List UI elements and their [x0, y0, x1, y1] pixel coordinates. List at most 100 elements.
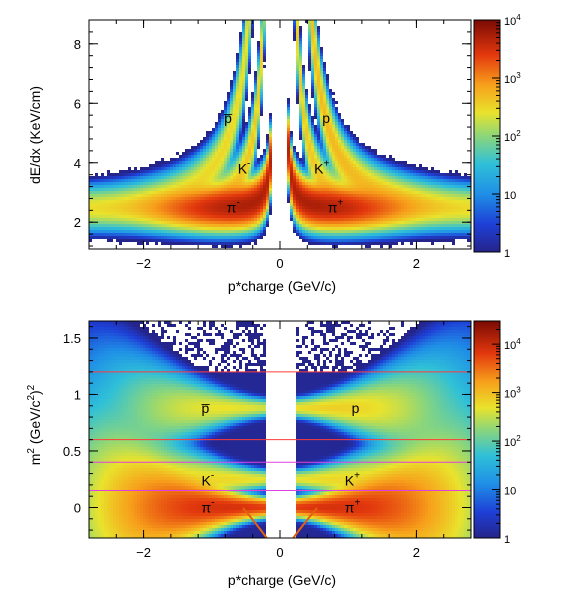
heatmap-cell: [323, 188, 326, 191]
heatmap-cell: [293, 161, 296, 164]
heatmap-cell: [362, 152, 365, 155]
heatmap-cell: [317, 227, 320, 230]
heatmap-cell: [242, 242, 245, 245]
heatmap-cell: [377, 203, 380, 206]
heatmap-cell: [257, 89, 260, 92]
heatmap-cell: [122, 227, 125, 230]
heatmap-cell: [254, 239, 257, 242]
heatmap-cell: [350, 197, 353, 200]
heatmap-cell: [332, 128, 335, 131]
heatmap-cell: [113, 197, 116, 200]
heatmap-cell: [344, 143, 347, 146]
heatmap-cell: [302, 230, 305, 233]
heatmap-cell: [239, 125, 242, 128]
heatmap-cell: [227, 158, 230, 161]
heatmap-cell: [332, 209, 335, 212]
heatmap-cell: [239, 236, 242, 239]
heatmap-cell: [116, 203, 119, 206]
heatmap-cell: [191, 215, 194, 218]
heatmap-cell: [254, 122, 257, 125]
heatmap-cell: [335, 194, 338, 197]
heatmap-cell: [119, 191, 122, 194]
heatmap-cell: [299, 47, 302, 50]
heatmap-cell: [257, 218, 260, 221]
heatmap-cell: [371, 158, 374, 161]
heatmap-cell: [167, 194, 170, 197]
heatmap-cell: [140, 188, 143, 191]
heatmap-cell: [440, 215, 443, 218]
heatmap-cell: [329, 233, 332, 236]
heatmap-cell: [161, 176, 164, 179]
heatmap-cell: [302, 176, 305, 179]
heatmap-cell: [215, 152, 218, 155]
heatmap-cell: [311, 92, 314, 95]
heatmap-cell: [317, 233, 320, 236]
heatmap-cell: [173, 188, 176, 191]
heatmap-cell: [266, 179, 269, 182]
heatmap-cell: [248, 167, 251, 170]
heatmap-cell: [263, 20, 266, 23]
heatmap-cell: [431, 194, 434, 197]
heatmap-cell: [314, 212, 317, 215]
heatmap-cell: [254, 194, 257, 197]
heatmap-cell: [380, 212, 383, 215]
heatmap-cell: [212, 179, 215, 182]
heatmap-cell: [242, 95, 245, 98]
heatmap-cell: [317, 53, 320, 56]
heatmap-cell: [404, 164, 407, 167]
heatmap-cell: [389, 212, 392, 215]
heatmap-cell: [224, 206, 227, 209]
heatmap-cell: [101, 459, 104, 462]
heatmap-cell: [245, 152, 248, 155]
heatmap-cell: [353, 194, 356, 197]
heatmap-cell: [107, 221, 110, 224]
heatmap-cell: [242, 164, 245, 167]
heatmap-cell: [158, 209, 161, 212]
heatmap-cell: [188, 215, 191, 218]
heatmap-cell: [434, 230, 437, 233]
heatmap-cell: [263, 221, 266, 224]
heatmap-cell: [179, 173, 182, 176]
heatmap-cell: [383, 179, 386, 182]
heatmap-cell: [98, 194, 101, 197]
heatmap-cell: [236, 62, 239, 65]
heatmap-cell: [314, 161, 317, 164]
heatmap-cell: [233, 101, 236, 104]
heatmap-cell: [239, 119, 242, 122]
heatmap-cell: [104, 414, 107, 417]
heatmap-cell: [191, 164, 194, 167]
heatmap-cell: [458, 179, 461, 182]
heatmap-cell: [104, 230, 107, 233]
heatmap-cell: [290, 206, 293, 209]
heatmap-cell: [209, 161, 212, 164]
heatmap-cell: [257, 173, 260, 176]
heatmap-cell: [368, 236, 371, 239]
heatmap-cell: [227, 239, 230, 242]
heatmap-cell: [182, 242, 185, 245]
heatmap-cell: [209, 203, 212, 206]
heatmap-cell: [464, 212, 467, 215]
heatmap-cell: [359, 206, 362, 209]
heatmap-cell: [401, 206, 404, 209]
heatmap-cell: [269, 209, 272, 212]
heatmap-cell: [224, 221, 227, 224]
heatmap-cell: [317, 104, 320, 107]
heatmap-cell: [314, 53, 317, 56]
heatmap-cell: [95, 510, 98, 513]
heatmap-cell: [95, 366, 98, 369]
heatmap-cell: [293, 215, 296, 218]
heatmap-cell: [365, 182, 368, 185]
heatmap-cell: [188, 191, 191, 194]
heatmap-cell: [419, 221, 422, 224]
heatmap-cell: [233, 80, 236, 83]
heatmap-cell: [167, 239, 170, 242]
heatmap-cell: [392, 173, 395, 176]
heatmap-cell: [125, 224, 128, 227]
heatmap-cell: [260, 188, 263, 191]
heatmap-cell: [101, 501, 104, 504]
heatmap-cell: [122, 197, 125, 200]
heatmap-cell: [320, 122, 323, 125]
heatmap-cell: [260, 32, 263, 35]
heatmap-cell: [398, 233, 401, 236]
heatmap-cell: [137, 230, 140, 233]
